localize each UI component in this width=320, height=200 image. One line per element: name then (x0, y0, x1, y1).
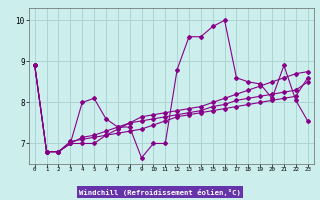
Text: Windchill (Refroidissement éolien,°C): Windchill (Refroidissement éolien,°C) (79, 188, 241, 196)
